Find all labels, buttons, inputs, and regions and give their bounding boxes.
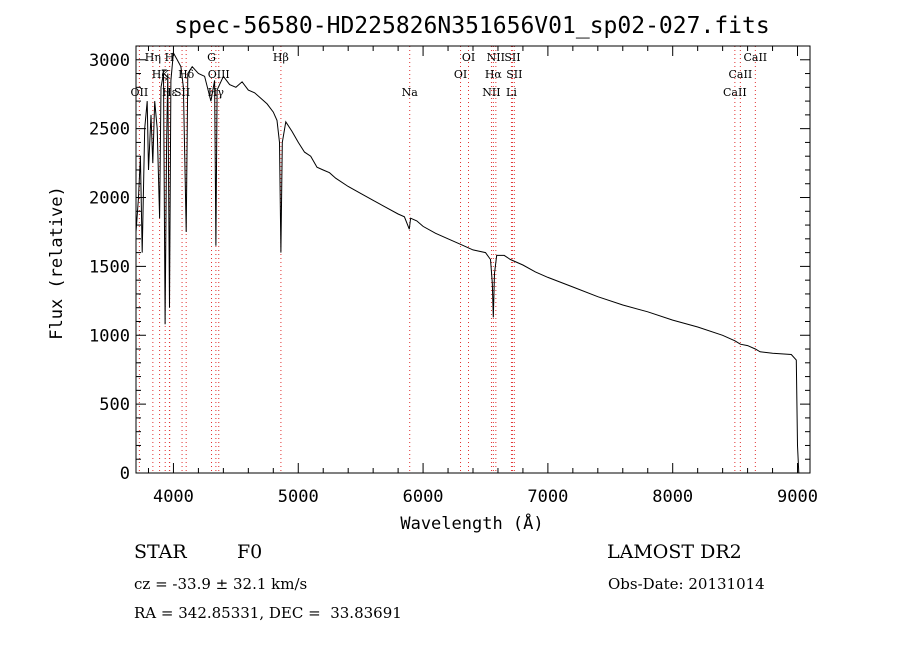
line-label: Hε xyxy=(162,86,178,99)
line-label: SII xyxy=(174,86,190,99)
y-axis-label: Flux (relative) xyxy=(47,186,67,340)
x-tick-label: 5000 xyxy=(278,487,319,507)
coordinates: RA = 342.85331, DEC = 33.83691 xyxy=(134,604,402,622)
line-label: NII xyxy=(487,51,505,64)
line-label: NII xyxy=(482,86,500,99)
line-label: H xyxy=(165,51,175,64)
y-tick-label: 2500 xyxy=(89,120,130,140)
spectral-subclass: F0 xyxy=(237,541,263,563)
line-label: OII xyxy=(131,86,149,99)
y-tick-label: 3000 xyxy=(89,51,130,71)
line-label: Hδ xyxy=(178,68,195,81)
line-label: Hβ xyxy=(273,51,289,64)
line-label: OI xyxy=(462,51,475,64)
x-axis-label: Wavelength (Å) xyxy=(400,512,543,534)
y-tick-label: 0 xyxy=(120,464,130,484)
line-label: SII xyxy=(504,51,520,64)
y-tick-label: 1000 xyxy=(89,326,130,346)
observation-date: Obs-Date: 20131014 xyxy=(608,575,765,593)
line-label: CaII xyxy=(729,68,753,81)
x-tick-label: 7000 xyxy=(527,487,568,507)
line-label: CaII xyxy=(723,86,747,99)
line-label: Na xyxy=(402,86,419,99)
line-label: Li xyxy=(506,86,517,99)
plot-frame xyxy=(135,45,811,474)
redshift-readout: cz = -33.9 ± 32.1 km/s xyxy=(134,575,308,593)
line-label: CaII xyxy=(743,51,767,64)
y-tick-label: 1500 xyxy=(89,257,130,277)
x-tick-label: 8000 xyxy=(652,487,693,507)
line-label: SII xyxy=(506,68,522,81)
object-class: STAR xyxy=(134,541,187,563)
line-label: OI xyxy=(454,68,467,81)
line-label: K xyxy=(161,68,170,81)
line-label: Hη xyxy=(145,51,161,64)
spectrum-line xyxy=(135,51,800,474)
line-label: G xyxy=(207,51,216,64)
x-tick-label: 4000 xyxy=(153,487,194,507)
y-axis: 0 500 1000 1500 2000 2500 3000 xyxy=(89,45,810,484)
x-axis: 4000 5000 6000 7000 8000 9000 xyxy=(147,46,818,507)
y-tick-label: 2000 xyxy=(89,189,130,209)
line-markers xyxy=(138,46,756,473)
x-tick-label: 9000 xyxy=(777,487,818,507)
survey-name: LAMOST DR2 xyxy=(607,541,742,563)
line-label: Hα xyxy=(485,68,503,81)
line-label: OIII xyxy=(208,68,230,81)
chart-title: spec-56580-HD225826N351656V01_sp02-027.f… xyxy=(174,13,769,39)
y-tick-label: 500 xyxy=(99,395,130,415)
x-tick-label: 6000 xyxy=(403,487,444,507)
line-labels: OIIHηHζKHεHSIIHδGOIIIHγHβNaOIOINIINIIHαS… xyxy=(131,51,768,99)
